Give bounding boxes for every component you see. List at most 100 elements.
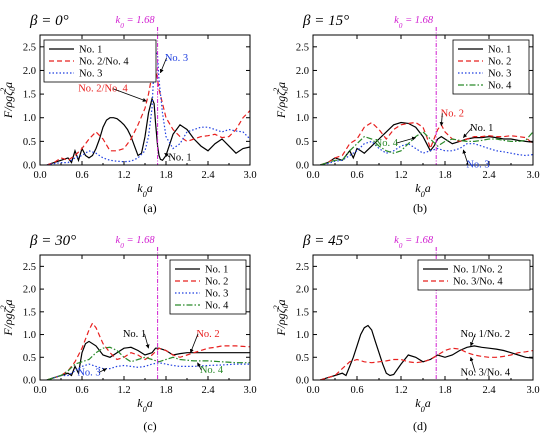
annotation-arrow (469, 356, 476, 373)
x-tick-label: 3.0 (243, 385, 256, 396)
ref-line-label: k0 = 1.68 (394, 15, 434, 30)
x-tick-label: 1.8 (438, 385, 451, 396)
y-tick-label: 0.0 (296, 161, 309, 172)
x-tick-label: 0.6 (350, 170, 363, 181)
x-tick-label: 2.4 (201, 170, 215, 181)
annotation-label: No. 2 (196, 329, 219, 340)
legend-label: No. 3 (488, 69, 511, 80)
panel-a: β = 0° k0 = 1.68 0.0 0.6 1.2 1.8 2.4 3.0 0.0 0.5 1… (0, 13, 257, 215)
annotation-arrow (159, 57, 167, 74)
y-tick-label: 1.5 (296, 90, 309, 101)
y-axis-label: F/ρgζ02a (272, 82, 290, 119)
x-tick-label: 1.8 (438, 170, 451, 181)
y-tick-label: 2.5 (23, 262, 36, 273)
y-tick-label: 0.5 (23, 137, 36, 148)
annotation-arrow (470, 333, 476, 347)
ref-line-label: k0 = 1.68 (116, 235, 156, 250)
panel-c: β = 30° k0 = 1.68 0.0 0.6 1.2 1.8 2.4 3.0 0.0 0.5… (0, 233, 257, 433)
series-line-1 (320, 324, 533, 380)
x-tick-label: 1.2 (394, 170, 407, 181)
y-axis-label: F/ρgζ02a (0, 299, 17, 336)
legend-label: No. 1 (205, 265, 228, 276)
annotation-label: No. 4 (375, 138, 399, 149)
y-tick-label: 2.0 (23, 285, 36, 296)
y-tick-label: 2.5 (296, 262, 309, 273)
annotation-arrow (164, 152, 171, 158)
legend-label: No. 3 (79, 69, 102, 80)
series-line-2 (46, 322, 250, 380)
annotation-label: No. 3 (165, 53, 188, 64)
panel-title: β = 30° (29, 233, 76, 249)
x-tick-label: 1.2 (394, 385, 407, 396)
x-axis-label: k0a (137, 181, 153, 199)
x-tick-label: 0.0 (306, 170, 319, 181)
annotation-label: No. 1/No. 2 (461, 329, 511, 340)
x-tick-label: 0.6 (350, 385, 363, 396)
series-line-3 (320, 140, 533, 165)
series-line-4 (320, 131, 533, 165)
y-tick-label: 2.0 (296, 285, 309, 296)
y-axis-label: F/ρgζ02a (0, 82, 17, 119)
y-tick-label: 0.0 (23, 376, 36, 387)
legend-label: No. 3 (205, 289, 228, 300)
panel-sublabel: (b) (413, 201, 427, 215)
panel-sublabel: (a) (143, 201, 156, 215)
x-axis-label: k0a (137, 396, 153, 414)
legend-label: No. 1 (488, 45, 511, 56)
legend-label: No. 1/No. 2 (453, 265, 503, 276)
annotation-label: No. 1 (168, 152, 191, 163)
annotation-arrow (463, 127, 472, 138)
y-tick-label: 0.5 (296, 353, 309, 364)
y-tick-label: 1.0 (296, 113, 309, 124)
ref-line-label: k0 = 1.68 (116, 15, 156, 30)
y-tick-label: 1.5 (296, 307, 309, 318)
annotation-label: No. 3 (466, 159, 489, 170)
annotation-arrow (396, 136, 417, 144)
legend-label: No. 2 (205, 277, 228, 288)
y-tick-label: 1.0 (23, 113, 36, 124)
x-tick-label: 3.0 (526, 170, 539, 181)
annotation-arrow (439, 113, 444, 127)
x-tick-label: 2.4 (482, 385, 496, 396)
y-tick-label: 2.5 (23, 42, 36, 53)
y-tick-label: 1.0 (23, 330, 36, 341)
y-axis-label: F/ρgζ02a (272, 299, 290, 336)
panel-title: β = 15° (302, 13, 349, 29)
x-tick-label: 2.4 (201, 385, 215, 396)
annotation-label: No. 3/No. 4 (461, 367, 511, 378)
x-tick-label: 3.0 (526, 385, 539, 396)
x-tick-label: 1.2 (117, 385, 130, 396)
y-tick-label: 2.0 (23, 66, 36, 77)
legend-label: No. 4 (205, 301, 229, 312)
y-tick-label: 2.0 (296, 66, 309, 77)
x-tick-label: 0.0 (33, 385, 46, 396)
x-axis-label: k0a (415, 181, 431, 199)
y-tick-label: 0.0 (23, 161, 36, 172)
panel-b: β = 15° k0 = 1.68 0.0 0.6 1.2 1.8 2.4 3.0 0.0 0.5… (272, 13, 540, 215)
legend-label: No. 2/No. 4 (79, 57, 129, 68)
x-axis-label: k0a (415, 396, 431, 414)
ref-line-label: k0 = 1.68 (394, 235, 434, 250)
x-tick-label: 1.8 (159, 385, 172, 396)
annotation-label: No. 3 (77, 367, 100, 378)
legend-label: No. 2 (488, 57, 511, 68)
y-tick-label: 2.5 (296, 42, 309, 53)
legend-label: No. 4 (488, 81, 512, 92)
x-tick-label: 0.0 (306, 385, 319, 396)
x-tick-label: 0.0 (33, 170, 46, 181)
annotation-arrow (112, 88, 147, 102)
annotation-label: No. 2 (441, 108, 464, 119)
y-tick-label: 0.5 (23, 353, 36, 364)
y-tick-label: 1.0 (296, 330, 309, 341)
x-tick-label: 1.8 (159, 170, 172, 181)
legend (43, 39, 157, 83)
x-tick-label: 2.4 (482, 170, 496, 181)
x-tick-label: 3.0 (243, 170, 256, 181)
annotation-label: No. 4 (200, 365, 224, 376)
annotation-arrow (197, 362, 202, 371)
series-line-1 (46, 96, 250, 165)
legend-label: No. 3/No. 4 (453, 277, 503, 288)
y-tick-label: 1.5 (23, 90, 36, 101)
annotation-label: No. 1 (123, 329, 146, 340)
legend-label: No. 1 (79, 45, 102, 56)
